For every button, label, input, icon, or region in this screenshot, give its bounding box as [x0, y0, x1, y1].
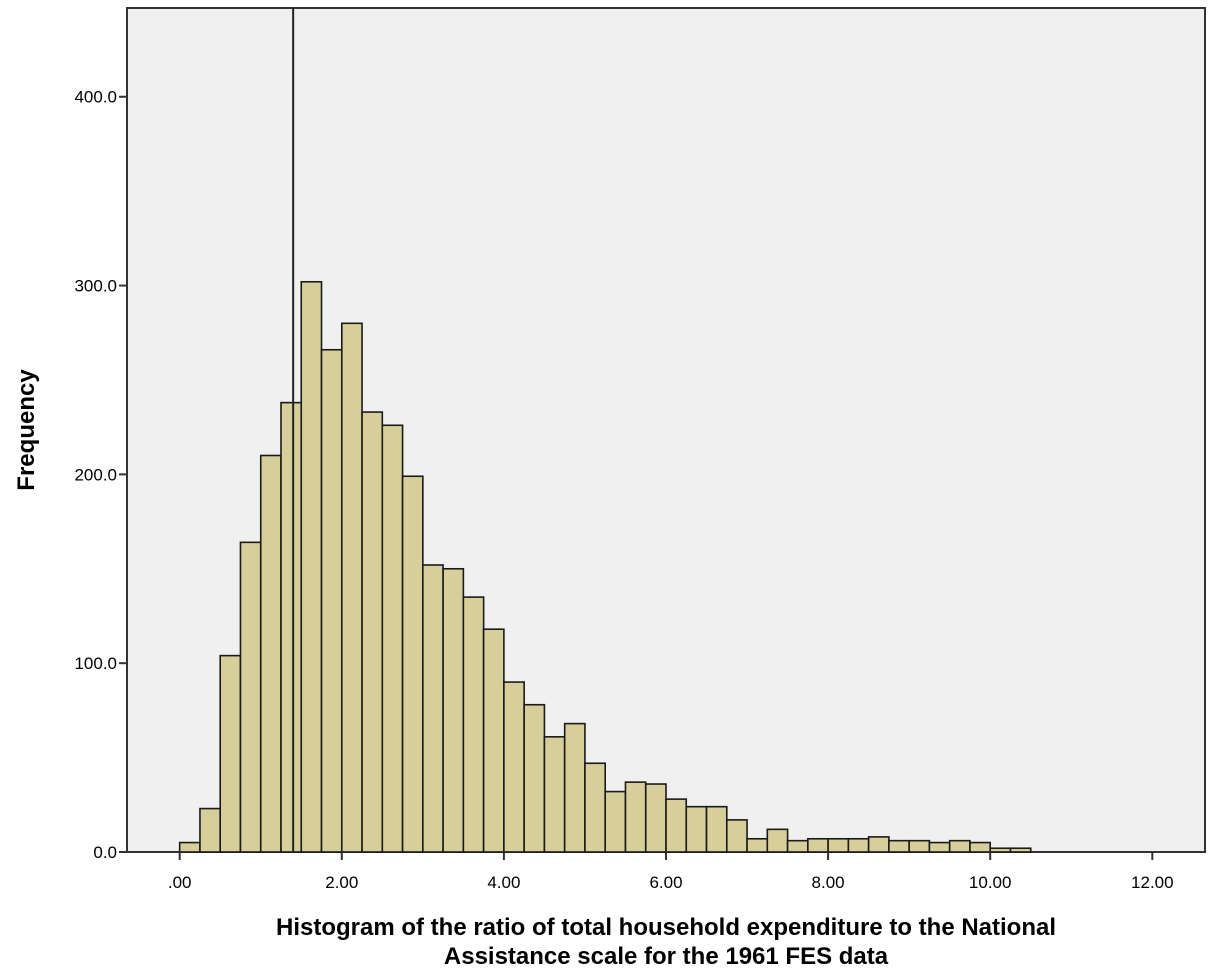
- x-tick-label: 6.00: [649, 873, 682, 892]
- histogram-bar: [462, 596, 485, 853]
- histogram-bar: [746, 837, 769, 853]
- histogram-bar: [786, 839, 809, 853]
- histogram-bar: [259, 454, 282, 853]
- histogram-bar: [827, 837, 850, 853]
- histogram-bar: [725, 819, 748, 853]
- y-tick-label: 200.0: [74, 465, 117, 484]
- histogram-bar: [584, 762, 607, 853]
- histogram-bar: [1009, 847, 1032, 853]
- histogram-bar: [563, 722, 586, 853]
- histogram-bar: [908, 839, 931, 853]
- x-tick-label: 2.00: [325, 873, 358, 892]
- x-axis-title-line-1: Histogram of the ratio of total househol…: [276, 914, 1056, 941]
- histogram-bar: [422, 564, 444, 853]
- x-tick-label: 10.00: [969, 873, 1012, 892]
- x-tick-label: .00: [168, 873, 192, 892]
- histogram-bar: [239, 541, 262, 853]
- histogram-bar: [766, 828, 789, 853]
- histogram-bar: [705, 805, 728, 853]
- histogram-bar: [442, 567, 465, 853]
- histogram-bar: [199, 807, 222, 853]
- y-axis-title: Frequency: [13, 369, 40, 491]
- histogram-bar: [340, 322, 363, 853]
- histogram-bar: [178, 841, 201, 853]
- histogram-bar: [644, 783, 667, 853]
- x-tick-label: 8.00: [812, 873, 845, 892]
- histogram-bar: [320, 348, 343, 853]
- histogram-bar: [482, 628, 505, 853]
- y-tick-label: 400.0: [74, 88, 117, 107]
- histogram-bar: [969, 841, 992, 853]
- histogram-bar: [948, 839, 971, 853]
- histogram-bar: [381, 424, 404, 853]
- histogram-bar: [523, 703, 546, 853]
- histogram-bar: [989, 847, 1012, 853]
- y-tick-label: 100.0: [74, 654, 117, 673]
- x-tick-label: 12.00: [1131, 873, 1174, 892]
- y-tick-label: 300.0: [74, 277, 117, 296]
- histogram-bar: [888, 839, 910, 853]
- histogram-bar: [401, 475, 424, 853]
- histogram-bar: [219, 654, 242, 853]
- histogram-bar: [543, 736, 566, 853]
- y-tick-label: 0.0: [93, 843, 117, 862]
- histogram-bar: [665, 798, 688, 853]
- histogram-bar: [604, 790, 627, 853]
- y-axis: 0.0 100.0 200.0 300.0 400.0: [74, 88, 127, 862]
- x-tick-label: 4.00: [487, 873, 520, 892]
- histogram-bar: [361, 411, 384, 853]
- histogram-bar: [503, 681, 525, 853]
- bars-group: [178, 280, 1032, 853]
- histogram-bar: [928, 841, 951, 853]
- histogram-bar: [807, 837, 829, 853]
- x-axis: .00 2.00 4.00 6.00 8.00 10.00 12.00: [168, 852, 1174, 892]
- histogram-bar: [280, 401, 303, 853]
- histogram-bar: [685, 805, 708, 853]
- histogram-bar: [624, 781, 647, 853]
- histogram-bar: [867, 836, 890, 853]
- x-axis-title-line-2: Assistance scale for the 1961 FES data: [444, 943, 889, 970]
- histogram-bar: [847, 837, 870, 853]
- histogram-bar: [300, 280, 323, 853]
